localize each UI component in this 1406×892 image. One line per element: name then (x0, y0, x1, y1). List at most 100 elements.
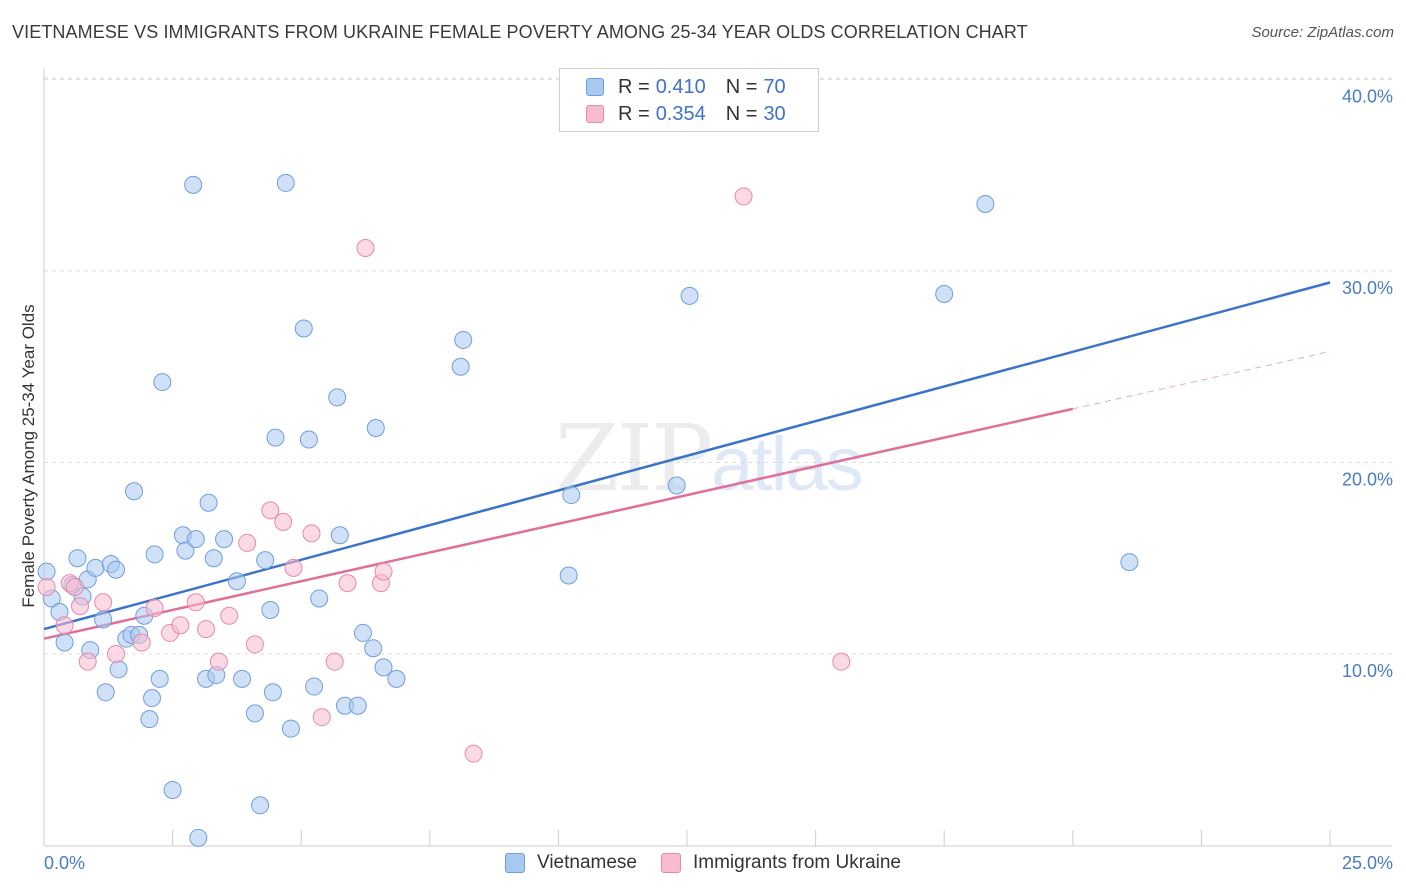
legend-r-label: R = (618, 102, 650, 125)
data-point-vietnamese (186, 530, 205, 549)
data-point-vietnamese (266, 428, 285, 447)
data-point-vietnamese (184, 175, 203, 194)
data-point-ukraine (132, 633, 151, 652)
data-point-vietnamese (667, 476, 686, 495)
data-point-vietnamese (256, 551, 275, 570)
series-label: Immigrants from Ukraine (693, 852, 901, 873)
legend-n-label: N = (725, 102, 758, 125)
data-point-ukraine (245, 635, 264, 654)
trend-line-0 (43, 281, 1331, 631)
legend-row-vietnamese: R = 0.410 N = 70 (586, 75, 786, 99)
y-tick-label: 20.0% (1342, 470, 1393, 490)
trend-line-dashed-1 (1072, 350, 1331, 410)
data-point-vietnamese (176, 541, 195, 560)
data-point-vietnamese (330, 526, 349, 545)
data-point-vietnamese (251, 796, 270, 815)
data-point-vietnamese (935, 284, 954, 303)
data-points (37, 173, 1139, 847)
axes (43, 68, 1392, 847)
data-point-ukraine (464, 744, 483, 763)
legend-n-label: N = (725, 75, 758, 98)
data-point-ukraine (338, 574, 357, 593)
data-point-vietnamese (281, 719, 300, 738)
data-point-vietnamese (204, 549, 223, 568)
data-point-ukraine (238, 533, 257, 552)
chart-title: VIETNAMESE VS IMMIGRANTS FROM UKRAINE FE… (12, 22, 1028, 42)
data-point-ukraine (734, 187, 753, 206)
data-point-vietnamese (140, 710, 159, 729)
data-point-ukraine (55, 616, 74, 635)
data-point-ukraine (37, 577, 56, 596)
watermark-atlas: atlas (711, 422, 864, 507)
x-tick-label: 0.0% (44, 853, 85, 873)
data-point-ukraine (197, 620, 216, 639)
grid-lines (44, 77, 1392, 655)
data-point-ukraine (94, 593, 113, 612)
data-point-vietnamese (374, 658, 393, 677)
data-point-vietnamese (310, 589, 329, 608)
data-point-vietnamese (299, 430, 318, 449)
axis-labels: 10.0% 20.0% 30.0% 40.0% 0.0% 25.0% Female Pove… (19, 87, 1393, 874)
y-tick-label: 30.0% (1342, 278, 1393, 298)
data-point-ukraine (325, 652, 344, 671)
data-point-vietnamese (353, 623, 372, 642)
data-point-ukraine (186, 593, 205, 612)
series-legend: Vietnamese Immigrants from Ukraine (0, 852, 1406, 874)
data-point-vietnamese (94, 610, 113, 629)
series-label: Vietnamese (537, 852, 637, 873)
data-point-vietnamese (125, 482, 144, 501)
legend-r-label: R = (618, 75, 650, 98)
data-point-vietnamese (37, 562, 56, 581)
data-point-vietnamese (294, 319, 313, 338)
source-label: Source: ZipAtlas.com (1251, 24, 1394, 41)
series-legend-ukraine: Immigrants from Ukraine (661, 852, 901, 874)
data-point-vietnamese (68, 549, 87, 568)
x-tick-label: 25.0% (1342, 853, 1393, 873)
series-swatch-vietnamese (505, 853, 525, 873)
data-point-vietnamese (163, 780, 182, 799)
data-point-vietnamese (364, 639, 383, 658)
data-point-vietnamese (559, 566, 578, 585)
data-point-vietnamese (454, 330, 473, 349)
data-point-ukraine (356, 239, 375, 258)
data-point-vietnamese (215, 530, 234, 549)
data-point-ukraine (65, 577, 84, 596)
data-point-vietnamese (145, 545, 164, 564)
data-point-vietnamese (199, 493, 218, 512)
data-point-ukraine (171, 616, 190, 635)
legend-n-value: 30 (763, 102, 786, 125)
data-point-vietnamese (976, 194, 995, 213)
data-point-vietnamese (143, 689, 162, 708)
data-point-ukraine (302, 524, 321, 543)
legend-r-value: 0.354 (655, 102, 706, 125)
data-point-vietnamese (328, 388, 347, 407)
data-point-ukraine (209, 652, 228, 671)
data-point-vietnamese (245, 704, 264, 723)
trend-line-1 (43, 407, 1074, 640)
data-point-vietnamese (562, 486, 581, 505)
data-point-ukraine (261, 501, 280, 520)
y-tick-label: 40.0% (1342, 87, 1393, 107)
legend-row-ukraine: R = 0.354 N = 30 (586, 102, 786, 126)
data-point-ukraine (832, 652, 851, 671)
data-point-vietnamese (109, 660, 128, 679)
data-point-vietnamese (96, 683, 115, 702)
data-point-vietnamese (680, 286, 699, 305)
data-point-vietnamese (55, 633, 74, 652)
data-point-ukraine (78, 652, 97, 671)
y-tick-label: 10.0% (1342, 661, 1393, 681)
data-point-ukraine (284, 558, 303, 577)
data-point-vietnamese (366, 419, 385, 438)
data-point-ukraine (274, 512, 293, 531)
legend-n-value: 70 (763, 75, 786, 98)
data-point-vietnamese (233, 669, 252, 688)
data-point-ukraine (312, 708, 331, 727)
data-point-vietnamese (227, 572, 246, 591)
data-point-ukraine (71, 597, 90, 616)
data-point-vietnamese (348, 696, 367, 715)
data-point-vietnamese (153, 373, 172, 392)
data-point-vietnamese (305, 677, 324, 696)
data-point-vietnamese (387, 669, 406, 688)
legend-swatch-ukraine (586, 105, 604, 123)
